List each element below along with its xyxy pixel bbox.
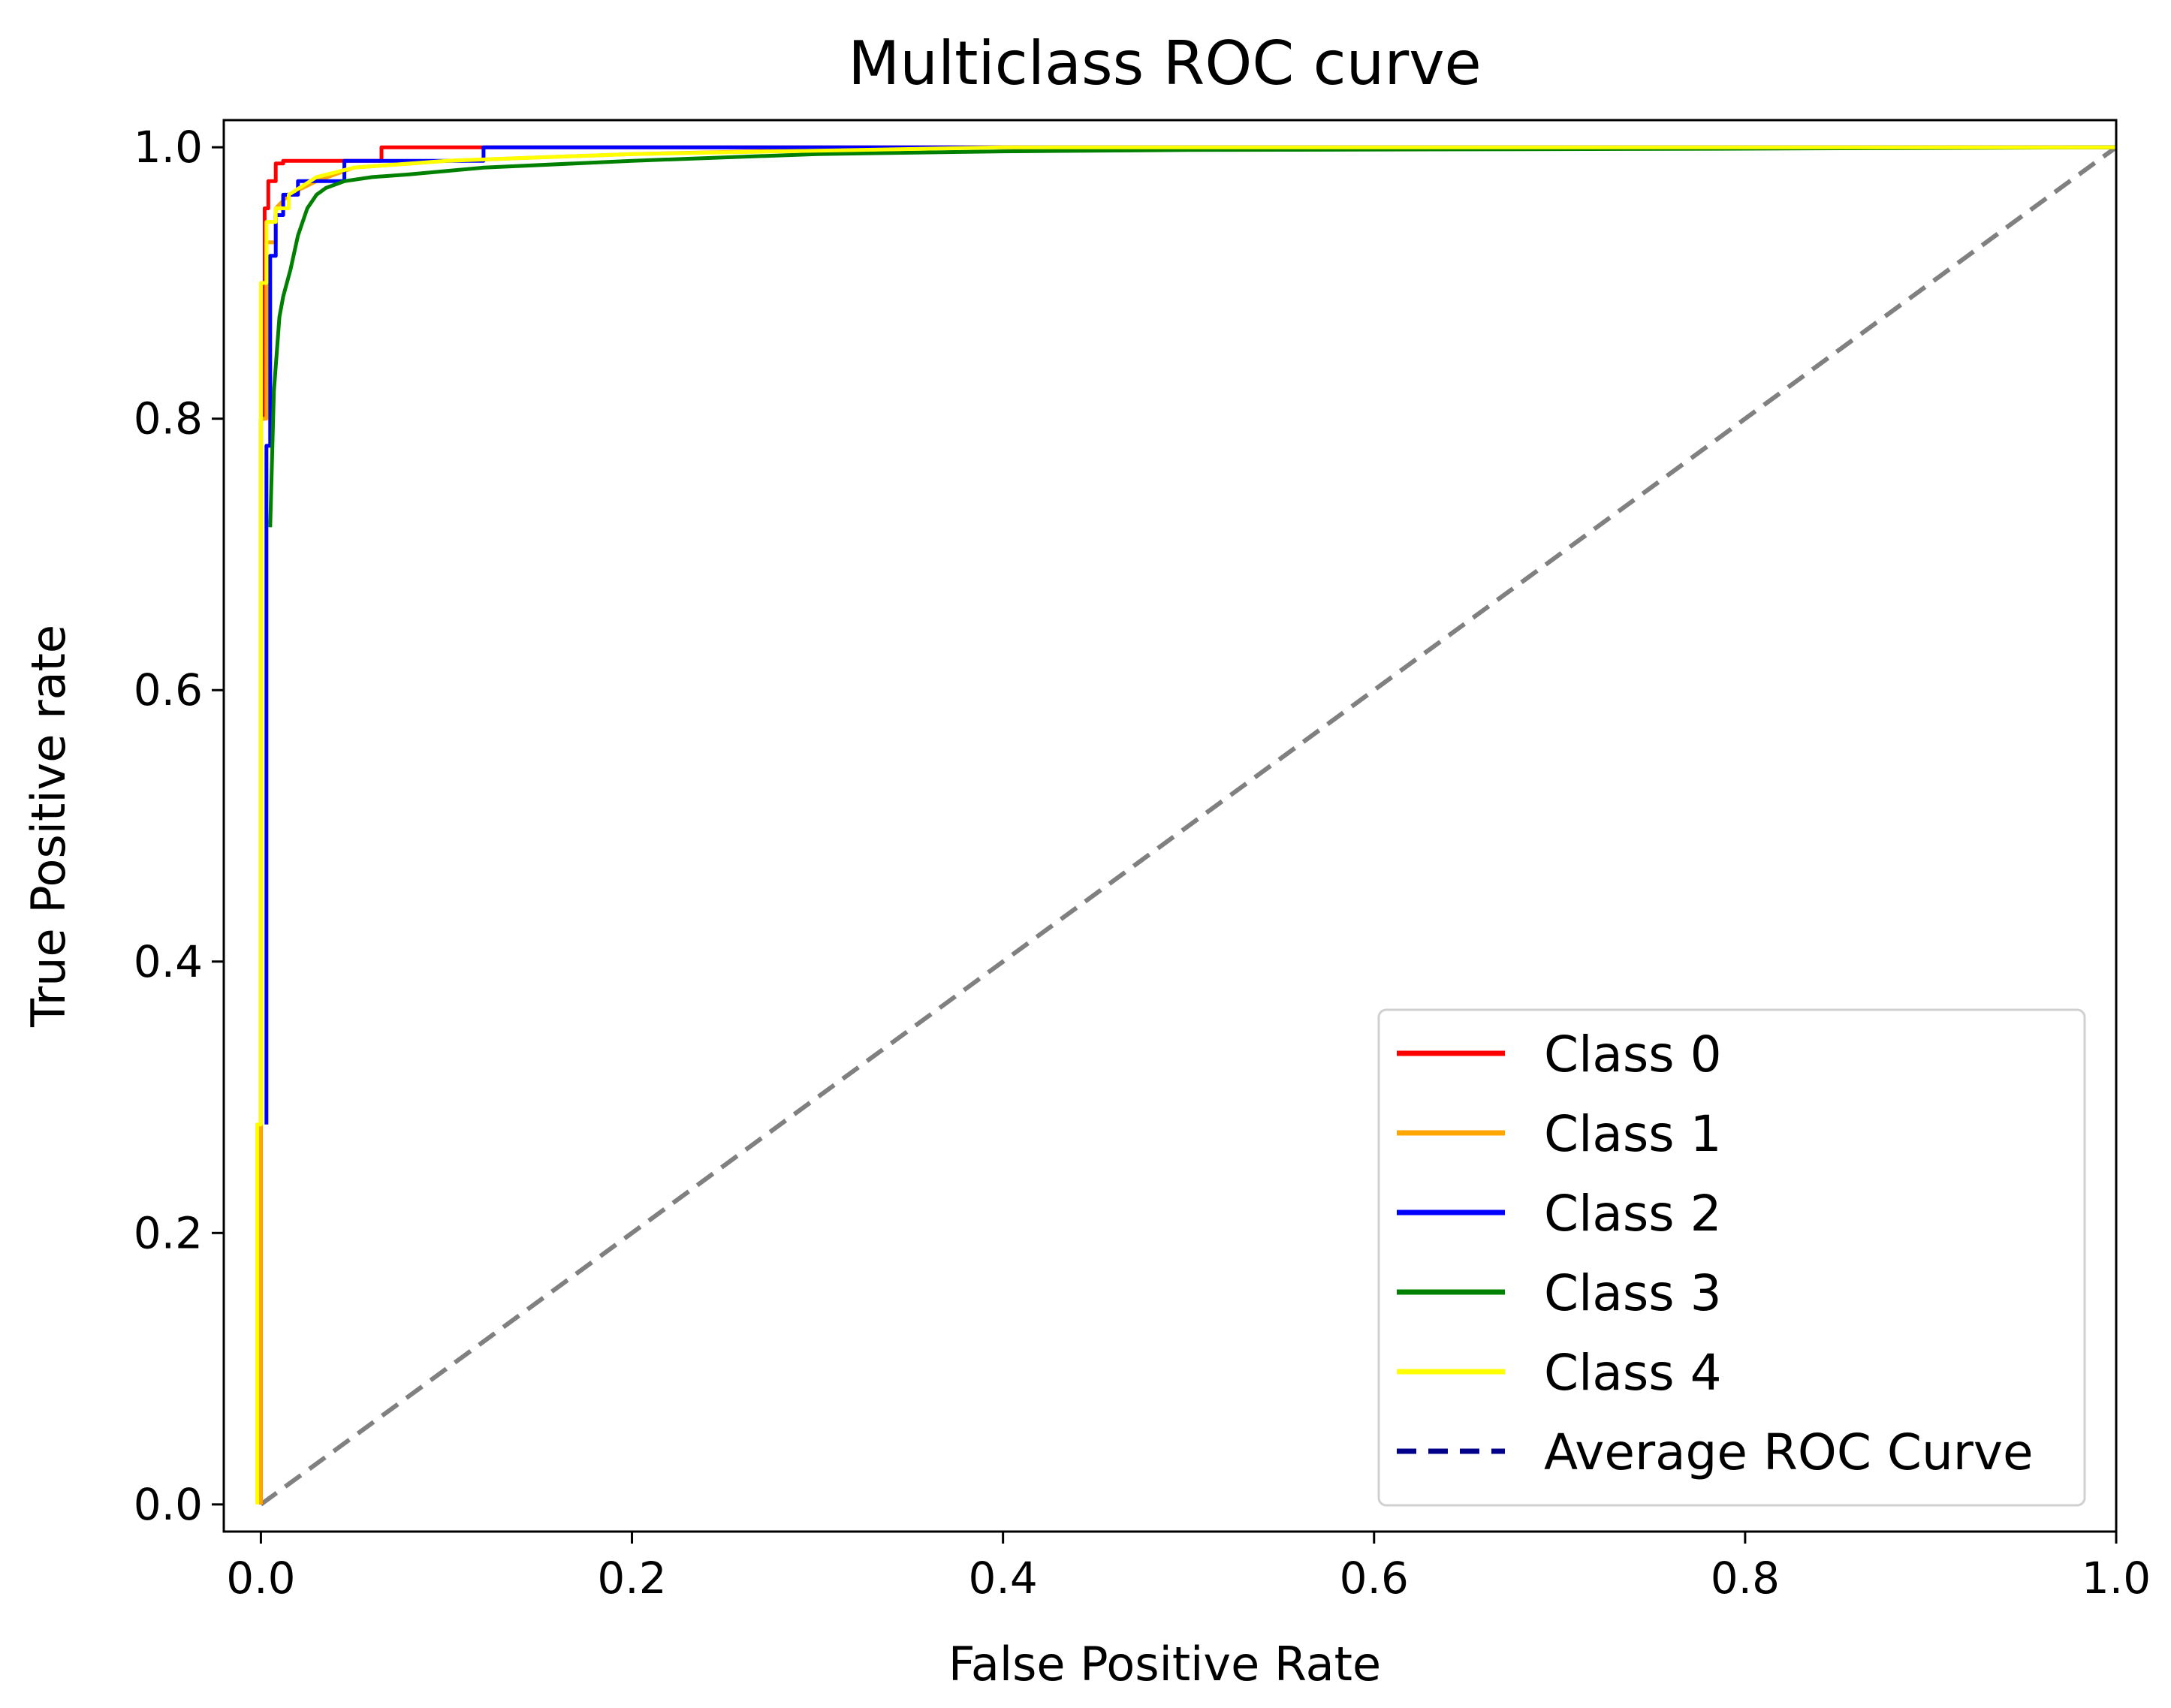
legend-label-class-3: Class 3 — [1544, 1264, 1722, 1322]
y-axis-ticks: 0.0 0.2 0.4 0.6 0.8 1.0 — [134, 122, 224, 1530]
series-line-class-4 — [255, 145, 2116, 1505]
chart-title: Multiclass ROC curve — [848, 29, 1482, 98]
y-tick-label: 0.8 — [134, 393, 203, 444]
x-tick-label: 0.0 — [226, 1553, 295, 1604]
y-tick-label: 0.6 — [134, 664, 203, 715]
legend-label-class-4: Class 4 — [1544, 1344, 1722, 1402]
series-line-class-3 — [268, 145, 2117, 528]
x-tick-label: 1.0 — [2082, 1553, 2151, 1604]
chance-diagonal-line — [259, 145, 2118, 1507]
legend-label-class-2: Class 2 — [1544, 1185, 1722, 1243]
x-tick-label: 0.4 — [969, 1553, 1038, 1604]
legend: Class 0 Class 1 Class 2 Class 3 Class 4 Avera… — [1377, 1008, 2086, 1507]
y-tick-label: 0.4 — [134, 936, 203, 987]
x-tick-label: 0.6 — [1340, 1553, 1409, 1604]
x-tick-label: 0.2 — [597, 1553, 666, 1604]
legend-box — [1377, 1008, 2086, 1507]
legend-label-class-0: Class 0 — [1544, 1026, 1722, 1083]
legend-label-average-roc-curve: Average ROC Curve — [1544, 1423, 2034, 1481]
x-axis-ticks: 0.0 0.2 0.4 0.6 0.8 1.0 — [226, 1532, 2151, 1604]
y-tick-label: 0.2 — [134, 1207, 203, 1258]
y-tick-label: 0.0 — [134, 1479, 203, 1530]
y-tick-label: 1.0 — [134, 122, 203, 173]
legend-label-class-1: Class 1 — [1544, 1105, 1722, 1163]
plot-frame — [222, 119, 2118, 1533]
x-axis-label: False Positive Rate — [948, 1637, 1381, 1691]
y-axis-label: True Positive rate — [21, 625, 76, 1028]
x-tick-label: 0.8 — [1711, 1553, 1780, 1604]
